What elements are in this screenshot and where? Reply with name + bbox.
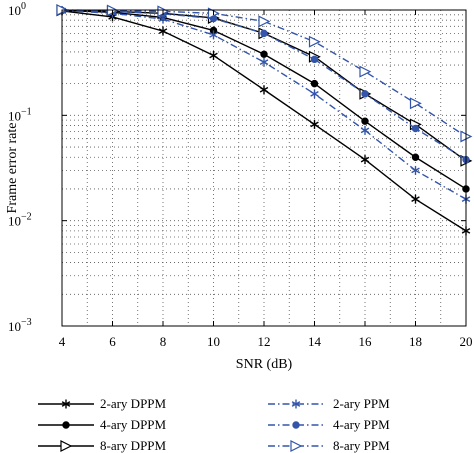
data-point [361,117,369,125]
legend-item: 8-ary DPPM [38,438,167,453]
data-point [360,155,370,165]
legend-marker [61,399,71,409]
data-point [209,30,218,40]
data-point [259,57,269,67]
legend-marker [290,440,303,452]
x-tick-label: 14 [308,334,322,349]
legend-label: 4-ary DPPM [100,417,167,432]
data-point [359,65,372,78]
legend-label: 2-ary PPM [333,396,390,411]
y-tick-label: 10−3 [8,317,32,334]
legend-item: 8-ary PPM [268,438,390,453]
series-4-ary-ppm [58,6,470,164]
x-tick-label: 12 [258,334,271,349]
data-point [409,97,422,110]
data-point [411,153,420,161]
data-point [411,165,420,175]
series-line [61,10,467,232]
y-tick-label: 100 [8,1,26,18]
x-tick-label: 10 [207,334,220,349]
x-tick-label: 18 [409,334,422,349]
data-point [260,50,268,58]
x-tick-label: 20 [460,334,473,349]
data-point [310,119,319,129]
legend-label: 2-ary DPPM [100,396,167,411]
y-axis-ticks: 100 10−1 10−2 10−3 [8,1,466,334]
x-tick-label: 4 [59,334,66,349]
legend-marker [60,440,73,452]
x-axis-ticks: 4 6 8 10 12 14 16 18 20 [59,10,473,349]
series-2-ary-dppm [57,6,471,236]
legend-item: 2-ary DPPM [38,396,167,411]
data-point [411,194,420,204]
x-tick-label: 16 [359,334,373,349]
grid [62,10,466,326]
legend-label: 8-ary PPM [333,438,390,453]
legend-item: 2-ary PPM [268,396,390,411]
y-tick-label: 10−1 [8,106,32,123]
legend-marker [62,421,70,429]
data-point [310,55,319,64]
data-point [310,89,319,99]
data-point [310,79,319,88]
data-point [411,124,420,133]
series-layer [56,4,473,236]
data-point [308,35,321,48]
data-point [360,125,370,135]
data-point [209,50,218,60]
y-tick-label: 10−2 [8,212,32,229]
data-point [158,26,168,36]
data-point [259,85,269,95]
data-point [361,90,369,98]
legend-marker [291,399,301,409]
legend: 2-ary DPPM 4-ary DPPM 8-ary DPPM 2-ary PPM 4… [38,396,390,453]
legend-marker [292,421,300,429]
legend-label: 8-ary DPPM [100,438,167,453]
data-point [260,29,268,38]
legend-item: 4-ary DPPM [38,417,167,432]
x-tick-label: 8 [160,334,167,349]
x-tick-label: 6 [109,334,116,349]
data-point [258,15,271,28]
legend-label: 4-ary PPM [333,417,390,432]
legend-item: 4-ary PPM [268,417,390,432]
y-axis-title: Frame error rate [5,123,20,214]
x-axis-title: SNR (dB) [236,357,293,372]
